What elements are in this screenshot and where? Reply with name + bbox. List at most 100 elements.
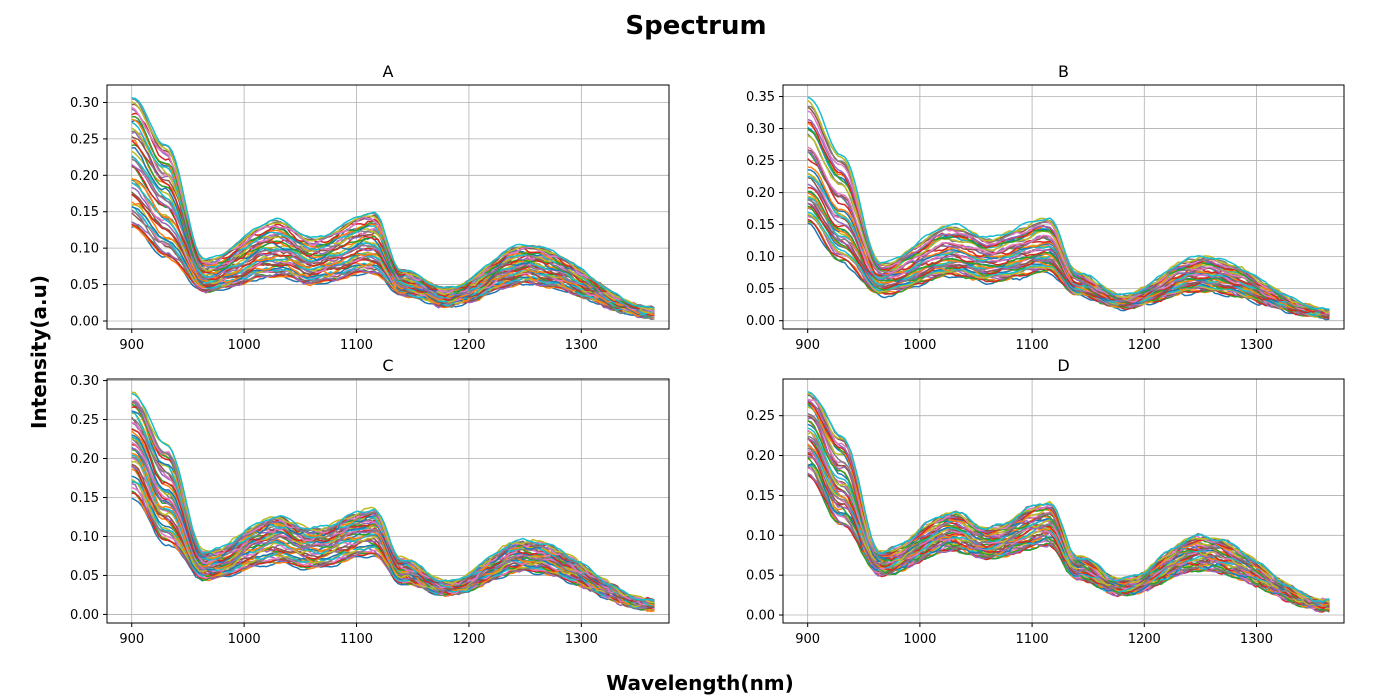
y-tick-label: 0.30	[746, 122, 775, 137]
y-tick-label: 0.15	[70, 491, 99, 506]
axes-frame	[782, 378, 1345, 624]
axes-frame	[106, 378, 670, 624]
spectrum-series-line	[131, 465, 655, 610]
subplot-title: B	[1058, 62, 1069, 81]
axes-frame	[782, 84, 1345, 330]
spectrum-series-line	[131, 468, 655, 613]
spectrum-series-line	[807, 467, 1330, 610]
x-tick-label: 1100	[340, 338, 373, 353]
spectrum-series-line	[807, 146, 1330, 315]
spectrum-series-line	[807, 391, 1330, 603]
spectrum-series-line	[131, 225, 655, 318]
series-group	[807, 391, 1330, 613]
x-tick-label: 900	[119, 632, 144, 647]
y-tick-label: 0.35	[746, 90, 775, 105]
figure-title: Spectrum	[625, 11, 766, 41]
subplot-d: 900 1000 1100 1200 1300 0.00 0.05 0.10 0.15 0.20 0…	[746, 356, 1345, 647]
subplot-c: 900 1000 1100 1200 1300 0.00 0.05 0.10 0.15 0.20 0…	[70, 356, 670, 647]
subplot-title: D	[1057, 356, 1069, 375]
spectrum-series-line	[131, 480, 655, 611]
y-tick-label: 0.25	[746, 154, 775, 169]
spectrum-series-line	[131, 428, 655, 605]
spectrum-series-line	[807, 456, 1330, 610]
spectrum-series-line	[131, 457, 655, 610]
spectrum-series-line	[807, 456, 1330, 612]
y-tick-label: 0.00	[746, 609, 775, 624]
spectrum-series-line	[131, 465, 655, 610]
y-tick-label: 0.05	[746, 282, 775, 297]
y-tick-label: 0.25	[746, 409, 775, 424]
x-tick-label: 900	[119, 338, 144, 353]
spectrum-series-line	[807, 96, 1330, 310]
x-tick-label: 1300	[1240, 632, 1273, 647]
x-tick-label: 1100	[1016, 632, 1049, 647]
series-group	[131, 97, 655, 321]
y-tick-label: 0.15	[70, 205, 99, 220]
y-tick-label: 0.20	[70, 452, 99, 467]
x-tick-label: 1300	[1240, 338, 1273, 353]
y-tick-label: 0.10	[746, 529, 775, 544]
y-tick-label: 0.00	[746, 314, 775, 329]
x-tick-label: 1000	[228, 632, 261, 647]
spectrum-series-line	[807, 427, 1330, 607]
spectrum-series-line	[807, 464, 1330, 610]
spectrum-series-line	[807, 463, 1330, 610]
y-tick-label: 0.15	[746, 218, 775, 233]
y-tick-label: 0.00	[70, 608, 99, 623]
y-tick-label: 0.30	[70, 374, 99, 389]
y-tick-label: 0.05	[746, 569, 775, 584]
y-tick-label: 0.20	[746, 186, 775, 201]
y-tick-label: 0.25	[70, 413, 99, 428]
spectrum-series-line	[131, 392, 655, 601]
figure-x-label: Wavelength(nm)	[606, 671, 794, 695]
x-tick-label: 1300	[565, 338, 598, 353]
x-tick-label: 1200	[1128, 338, 1161, 353]
y-tick-label: 0.00	[70, 314, 99, 329]
subplot-a: 900 1000 1100 1200 1300 0.00 0.05 0.10 0.15 0.20 0…	[70, 62, 670, 353]
spectrum-series-line	[131, 191, 655, 317]
spectrum-series-line	[131, 97, 655, 309]
y-tick-label: 0.10	[70, 530, 99, 545]
figure-y-label: Intensity(a.u)	[27, 275, 51, 429]
spectrum-series-line	[807, 465, 1330, 612]
x-tick-label: 1200	[452, 338, 485, 353]
x-tick-label: 900	[795, 632, 820, 647]
x-tick-label: 1100	[340, 632, 373, 647]
spectrum-series-line	[131, 465, 655, 609]
x-tick-label: 900	[795, 338, 820, 353]
spectrum-series-line	[807, 453, 1330, 612]
subplot-title: C	[382, 356, 393, 375]
x-tick-label: 1000	[903, 338, 936, 353]
x-tick-label: 1300	[565, 632, 598, 647]
series-group	[807, 96, 1330, 321]
spectrum-series-line	[131, 182, 655, 318]
subplot-b: 900 1000 1100 1200 1300 0.00 0.05 0.10 0.15 0.20 0…	[746, 62, 1345, 353]
spectrum-series-line	[807, 463, 1330, 609]
x-tick-label: 1200	[1128, 632, 1161, 647]
spectrum-series-line	[131, 478, 655, 611]
y-tick-label: 0.10	[70, 242, 99, 257]
spectrum-series-line	[131, 193, 655, 317]
y-tick-label: 0.20	[70, 169, 99, 184]
spectrum-series-line	[131, 475, 655, 608]
series-group	[131, 391, 655, 613]
spectrum-series-line	[807, 463, 1330, 612]
x-tick-label: 1000	[228, 338, 261, 353]
y-tick-label: 0.15	[746, 489, 775, 504]
y-tick-label: 0.05	[70, 569, 99, 584]
spectrum-series-line	[131, 480, 655, 609]
spectrum-series-line	[131, 193, 655, 317]
x-tick-label: 1200	[452, 632, 485, 647]
y-tick-label: 0.30	[70, 96, 99, 111]
x-tick-label: 1100	[1016, 338, 1049, 353]
subplot-title: A	[383, 62, 394, 81]
x-tick-label: 1000	[903, 632, 936, 647]
spectrum-series-line	[807, 437, 1330, 609]
y-tick-label: 0.10	[746, 250, 775, 265]
y-tick-label: 0.25	[70, 132, 99, 147]
axes-frame	[106, 84, 670, 330]
y-tick-label: 0.05	[70, 278, 99, 293]
y-tick-label: 0.20	[746, 449, 775, 464]
spectrum-series-line	[131, 481, 655, 609]
